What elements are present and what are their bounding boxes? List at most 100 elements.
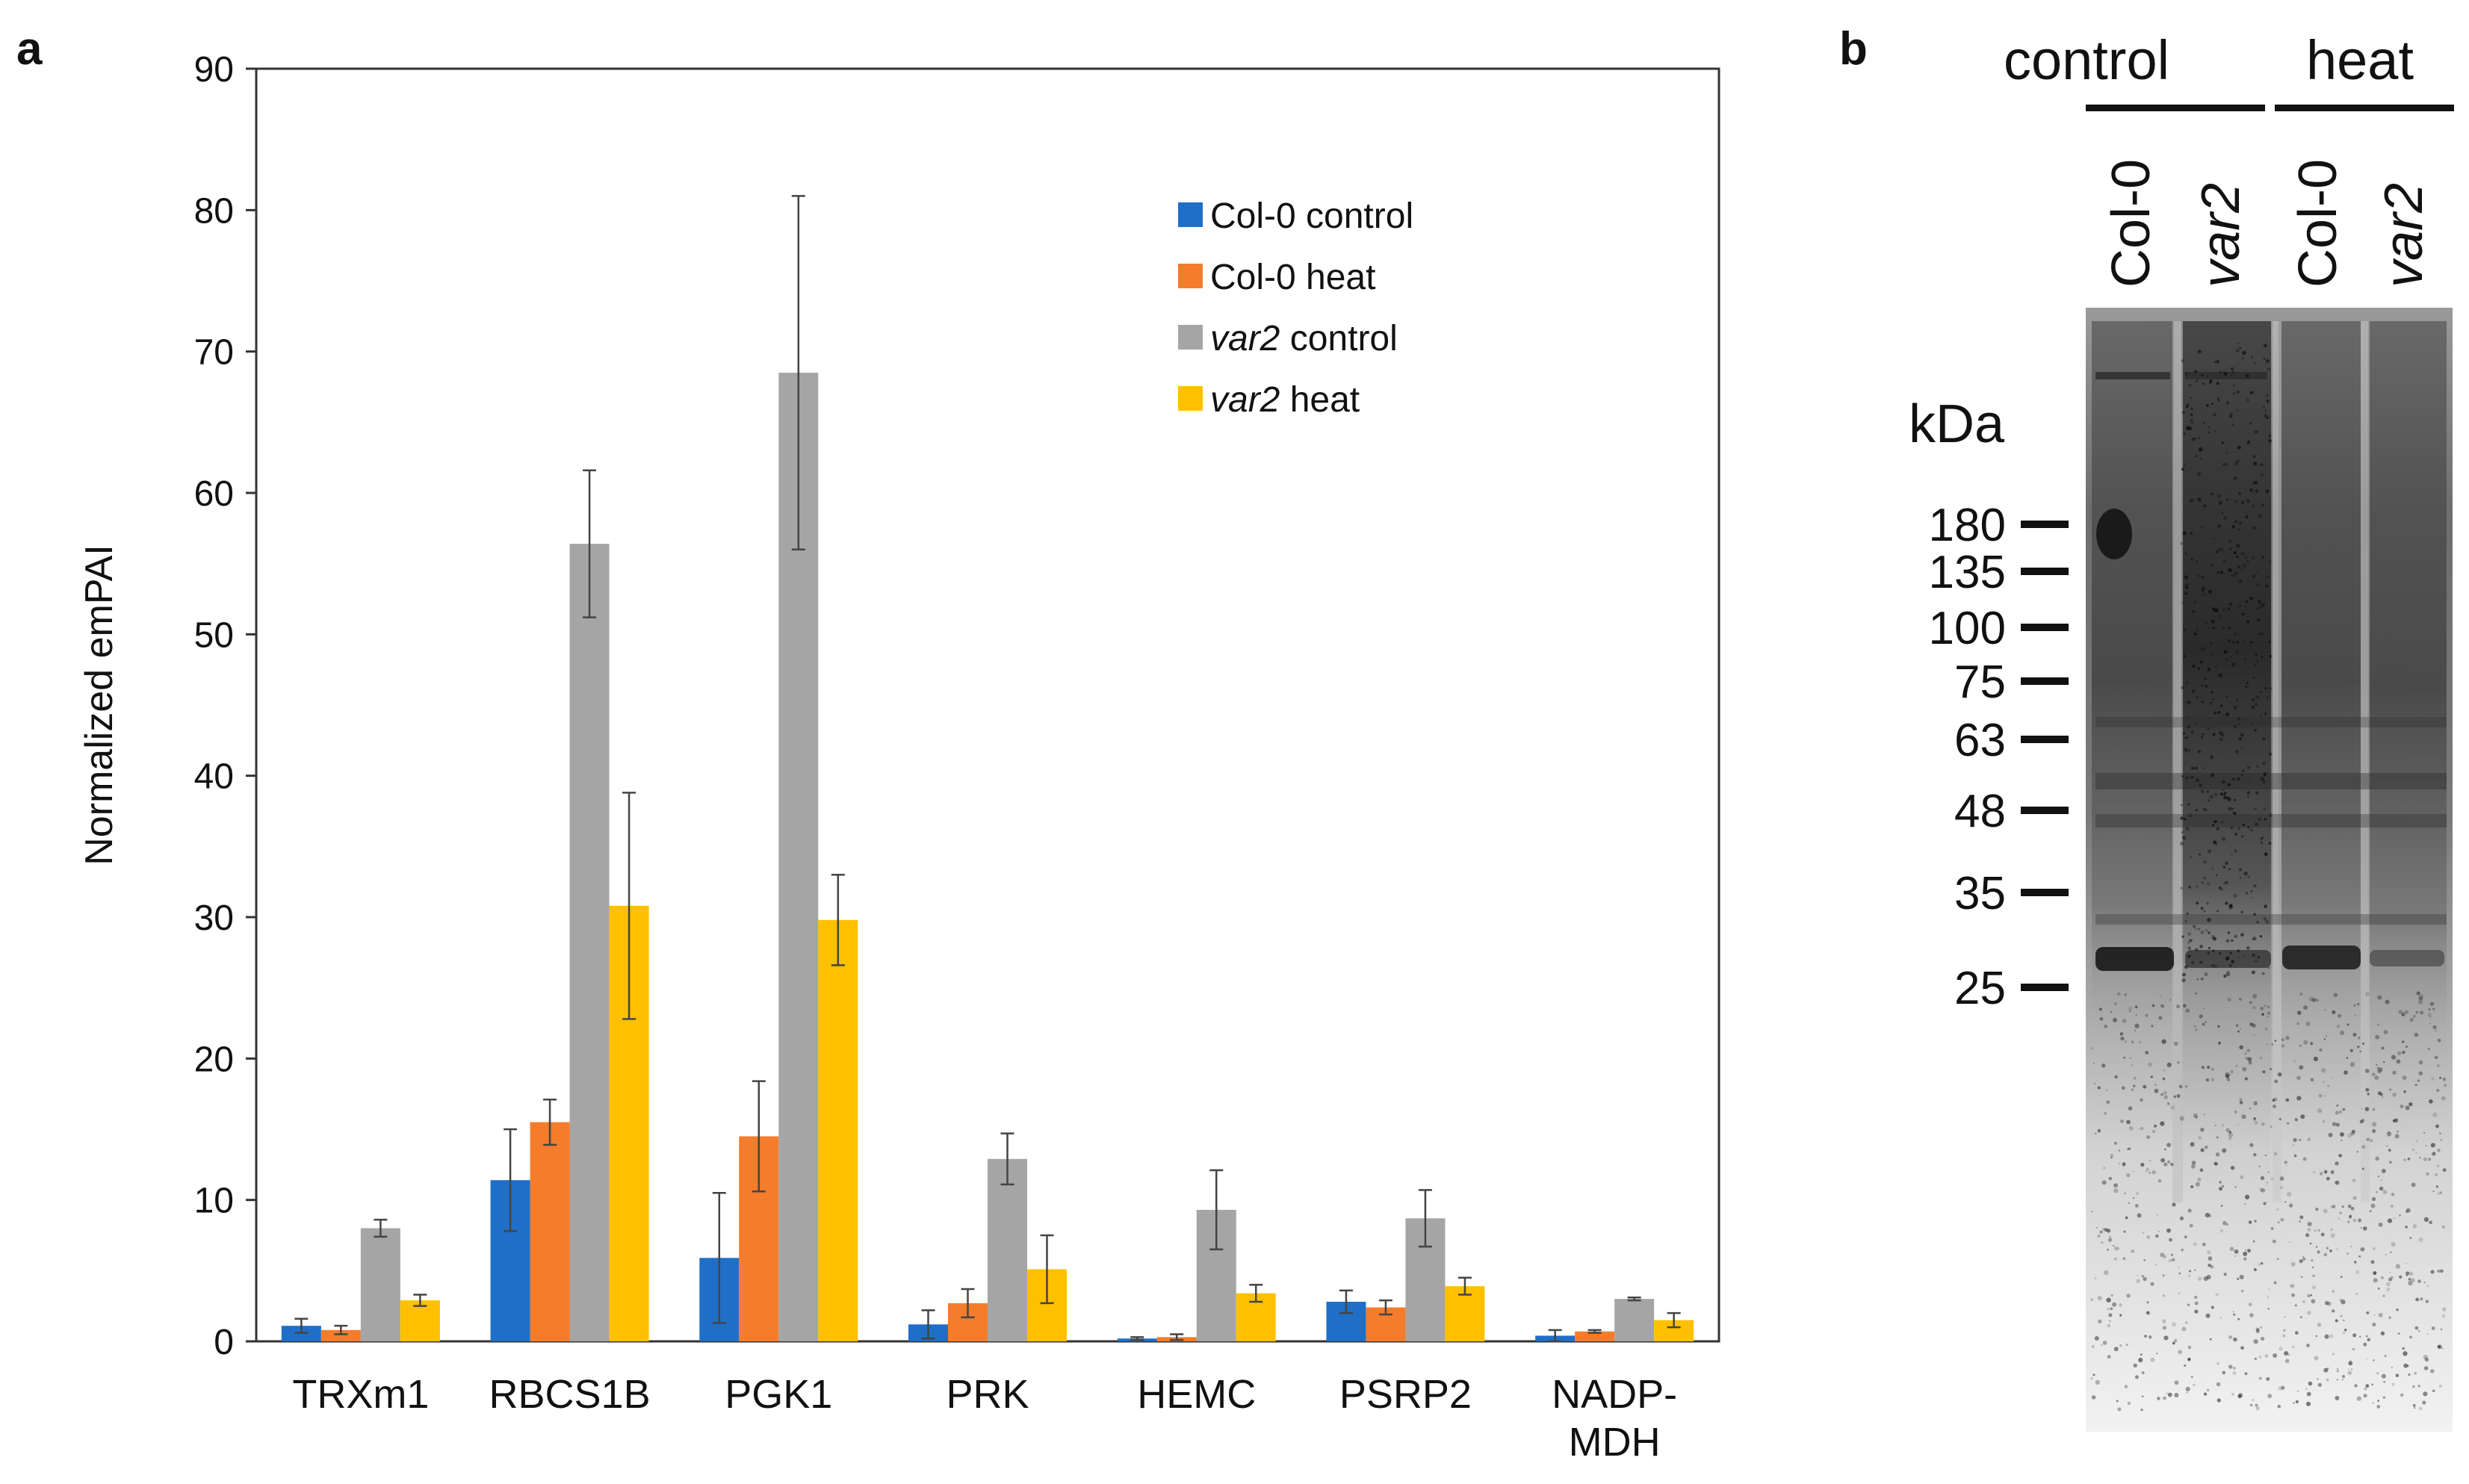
blot-speckle [2259, 935, 2263, 938]
blot-speckle [2442, 1307, 2447, 1311]
blot-speckle [2110, 1294, 2113, 1297]
blot-speckle [2200, 736, 2204, 739]
blot-speckle [2244, 1077, 2248, 1081]
blot-speckle [2240, 551, 2245, 556]
blot-speckle [2233, 893, 2237, 898]
blot-speckle [2361, 1119, 2364, 1122]
blot-speckle [2195, 379, 2199, 382]
blot-speckle [2376, 1372, 2379, 1375]
blot-speckle [2226, 972, 2231, 977]
blot-speckle [2403, 1158, 2406, 1161]
blot-speckle [2218, 500, 2223, 505]
blot-speckle [2167, 1392, 2172, 1397]
blot-speckle [2251, 698, 2255, 702]
blot-speckle [2090, 1046, 2094, 1050]
blot-speckle [2403, 1090, 2406, 1093]
blot-speckle [2097, 1128, 2101, 1133]
blot-speckle [2267, 1016, 2269, 1018]
blot-speckle [2270, 1227, 2274, 1230]
blot-speckle [2274, 1040, 2277, 1042]
legend-label-italic: var2 [1210, 380, 1280, 420]
blot-speckle [2162, 1294, 2165, 1297]
legend-label: var2 heat [1210, 380, 1360, 420]
blot-speckle [2311, 1259, 2314, 1262]
blot-speckle [2252, 1398, 2255, 1402]
blot-speckle [2129, 1126, 2134, 1131]
blot-speckle [2341, 1300, 2346, 1305]
marker-tick [2021, 807, 2069, 814]
blot-speckle [2277, 1221, 2280, 1224]
blot-speckle [2346, 1252, 2349, 1255]
blot-speckle [2306, 1344, 2310, 1347]
blot-speckle [2249, 1143, 2254, 1147]
blot-speckle [2250, 890, 2253, 892]
blot-speckle [2150, 1357, 2155, 1362]
blot-speckle [2246, 441, 2251, 445]
blot-speckle [2197, 1177, 2202, 1182]
blot-speckle [2311, 1299, 2316, 1304]
blot-speckle [2107, 1308, 2110, 1311]
blot-speckle [2257, 618, 2261, 622]
blot-speckle [2170, 1163, 2174, 1167]
blot-speckle [2292, 1346, 2294, 1348]
blot-speckle [2098, 1319, 2102, 1324]
blot-speckle [2364, 1387, 2367, 1391]
blot-speckle [2260, 1006, 2264, 1010]
blot-speckle [2303, 1040, 2308, 1045]
blot-speckle [2253, 1339, 2258, 1344]
band-top-lane2 [2185, 372, 2267, 379]
blot-speckle [2216, 359, 2219, 363]
blot-speckle [2254, 480, 2258, 485]
blot-speckle [2238, 604, 2241, 607]
blot-speckle [2289, 1205, 2293, 1208]
blot-speckle [2219, 792, 2224, 796]
blot-speckle [2254, 959, 2258, 963]
blot-speckle [2225, 401, 2229, 405]
blot-speckle [2437, 1149, 2441, 1152]
blot-speckle [2406, 1274, 2408, 1276]
blot-speckle [2192, 609, 2196, 613]
blot-speckle [2311, 1267, 2314, 1269]
blot-speckle [2232, 1313, 2236, 1317]
blot-speckle [2166, 1392, 2168, 1394]
blot-speckle [2209, 1338, 2212, 1341]
blot-speckle [2299, 1065, 2304, 1070]
blot-speckle [2330, 1170, 2335, 1174]
blot-speckle [2199, 1014, 2203, 1019]
blot-speckle [2408, 1278, 2411, 1281]
blot-speckle [2437, 1270, 2441, 1273]
blot-speckle [2145, 1013, 2149, 1017]
blot-speckle [2343, 1070, 2348, 1075]
blot-speckle [2380, 1276, 2384, 1279]
blot-speckle [2326, 1301, 2332, 1306]
blot-speckle [2315, 1335, 2317, 1338]
blot-speckle [2216, 524, 2221, 528]
blot-speckle [2220, 792, 2223, 795]
blot-speckle [2231, 960, 2235, 964]
blot-speckle [2158, 1016, 2163, 1020]
blot-speckle [2293, 1137, 2297, 1143]
blot-speckle [2214, 1124, 2216, 1126]
legend-label: var2 control [1210, 319, 1398, 358]
blot-speckle [2311, 1285, 2317, 1290]
blot-speckle [2418, 1071, 2423, 1076]
blot-speckle [2207, 1250, 2211, 1255]
blot-speckle [2323, 1208, 2328, 1214]
blot-speckle [2185, 1321, 2188, 1324]
blot-speckle [2299, 1315, 2302, 1319]
blot-speckle [2090, 1376, 2093, 1380]
blot-speckle [2251, 705, 2255, 710]
blot-speckle [2323, 1170, 2328, 1174]
blot-speckle [2208, 1263, 2211, 1267]
blot-speckle [2378, 1312, 2383, 1317]
blot-speckle [2215, 842, 2218, 846]
blot-speckle [2249, 488, 2253, 492]
blot-speckle [2199, 783, 2203, 787]
blot-speckle [2244, 1194, 2250, 1199]
blot-speckle [2193, 1025, 2196, 1028]
blot-speckle [2261, 656, 2264, 659]
blot-speckle [2374, 1075, 2379, 1081]
blot-speckle [2299, 1215, 2304, 1220]
blot-speckle [2150, 1075, 2153, 1078]
blot-speckle [2201, 589, 2205, 592]
